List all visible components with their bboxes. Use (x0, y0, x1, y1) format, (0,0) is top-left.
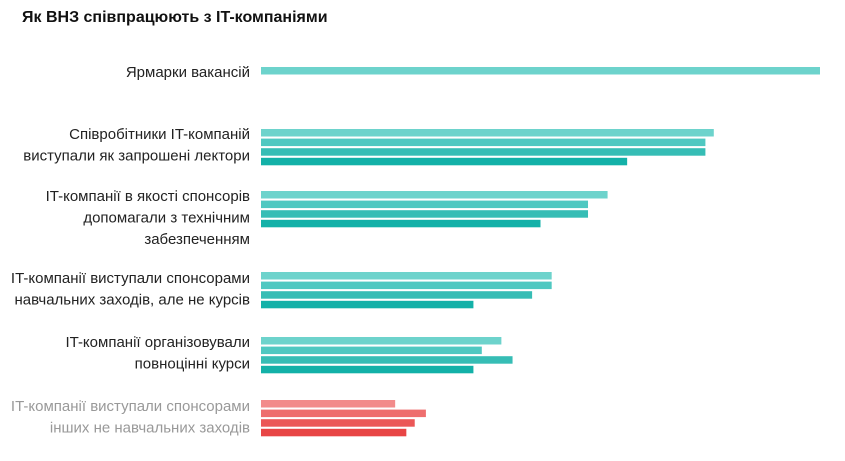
category-group: IT-компанії виступали спонсорами інших не… (11, 398, 426, 437)
category-group: IT-компанії організовували повноцінні кур… (65, 334, 513, 374)
bar (261, 365, 474, 374)
bar (261, 428, 407, 437)
bar (261, 300, 474, 309)
chart-title: Як ВНЗ співпрацюють з IT-компаніями (22, 9, 328, 26)
bar (261, 337, 502, 345)
bar (261, 200, 589, 209)
bar (261, 157, 628, 166)
bar (261, 129, 714, 137)
bar (261, 346, 482, 355)
bar (261, 409, 426, 418)
category-label: IT-компанії організовували (65, 334, 250, 351)
bar (261, 291, 533, 299)
category-group: Співробітники IT-компаній виступали як за… (23, 126, 714, 166)
category-group: IT-компанії в якості спонсорів допомагали… (46, 188, 608, 248)
category-label: виступали як запрошені лектори (23, 148, 250, 165)
category-label: IT-компанії виступали спонсорами (11, 270, 250, 287)
bar (261, 219, 541, 228)
category-group: IT-компанії виступали спонсорами навчальн… (11, 270, 552, 309)
bar (261, 419, 415, 427)
category-label: забезпеченням (144, 231, 250, 248)
bar (261, 400, 396, 408)
category-label: навчальних заходів, але не курсів (14, 292, 250, 309)
category-label: IT-компанії виступали спонсорами (11, 398, 250, 415)
category-label: Ярмарки вакансій (126, 64, 250, 81)
category-label: Співробітники IT-компаній (69, 126, 250, 143)
bar (261, 210, 589, 218)
category-label: інших не навчальних заходів (50, 420, 250, 437)
bar (261, 191, 608, 199)
bar (261, 138, 706, 147)
category-label: повноцінні курси (135, 356, 250, 373)
category-label: IT-компанії в якості спонсорів (46, 188, 250, 205)
category-group: Ярмарки вакансій (126, 64, 820, 81)
category-label: допомагали з технічним (83, 210, 250, 227)
bar (261, 356, 513, 364)
bar (261, 281, 552, 290)
bar (261, 67, 820, 75)
bar (261, 148, 706, 156)
bar (261, 272, 552, 280)
